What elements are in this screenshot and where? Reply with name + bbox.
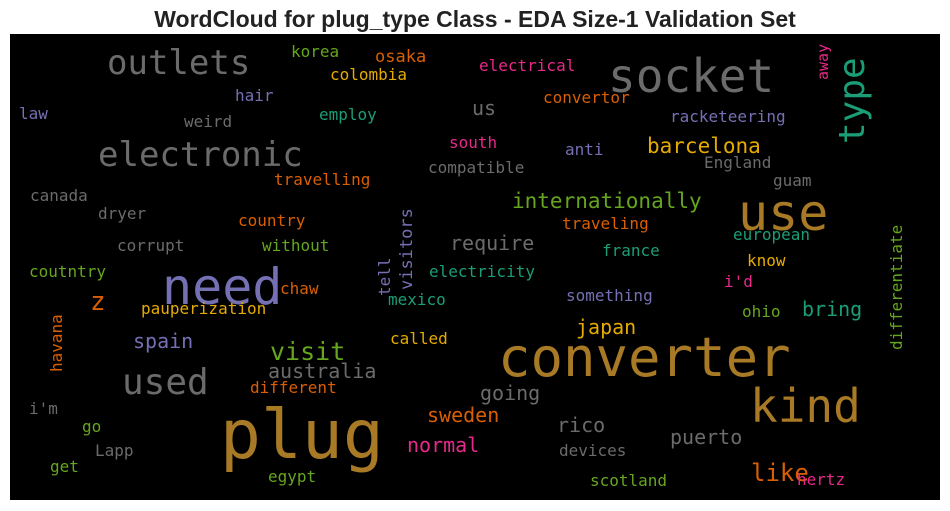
word-type: type: [832, 57, 873, 144]
word-away: away: [814, 44, 832, 80]
word-australia: australia: [268, 359, 376, 383]
word-internationally: internationally: [512, 189, 702, 213]
word-plug: plug: [220, 396, 384, 475]
word-barcelona: barcelona: [647, 134, 761, 158]
word-employ: employ: [319, 105, 377, 124]
word-traveling: traveling: [562, 214, 649, 233]
word-european: european: [733, 225, 810, 244]
word-us: us: [472, 96, 496, 120]
word-compatible: compatible: [428, 158, 524, 177]
word-group: plug converter socket need use kind outlets ele…: [19, 42, 906, 490]
word-know: know: [747, 251, 786, 270]
word-visitors: visitors: [397, 208, 417, 290]
word-convertor: convertor: [543, 88, 630, 107]
word-france: france: [602, 241, 660, 260]
word-colombia: colombia: [330, 65, 407, 84]
word-something: something: [566, 286, 653, 305]
word-japan: japan: [576, 315, 636, 339]
word-hertz: hertz: [797, 470, 845, 489]
word-without: without: [262, 236, 329, 255]
word-corrupt: corrupt: [117, 236, 184, 255]
word-anti: anti: [565, 140, 604, 159]
word-require: require: [450, 231, 534, 255]
word-socket: socket: [608, 49, 774, 103]
word-puerto: puerto: [670, 425, 742, 449]
word-called: called: [390, 329, 448, 348]
word-south: south: [449, 133, 497, 152]
word-cloud: plug converter socket need use kind outlets ele…: [10, 34, 940, 500]
word-go: go: [82, 417, 101, 436]
word-i-d: i'd: [724, 272, 753, 291]
word-i-m: i'm: [29, 399, 58, 418]
word-korea: korea: [291, 42, 339, 61]
word-hair: hair: [235, 86, 274, 105]
word-electricity: electricity: [429, 262, 535, 281]
word-coutntry: coutntry: [29, 262, 106, 281]
word-going: going: [480, 381, 540, 405]
word-kind: kind: [750, 379, 861, 433]
word-sweden: sweden: [427, 403, 499, 427]
word-rico: rico: [557, 413, 605, 437]
word-differentiate: differentiate: [887, 225, 906, 350]
word-different: different: [250, 378, 337, 397]
chart-title: WordCloud for plug_type Class - EDA Size…: [154, 6, 796, 32]
word-mexico: mexico: [388, 290, 446, 309]
word-get: get: [50, 457, 79, 476]
word-pauperization: pauperization: [141, 299, 266, 318]
word-used: used: [122, 362, 209, 403]
word-canada: canada: [30, 186, 88, 205]
word-travelling: travelling: [274, 170, 370, 189]
word-electronic: electronic: [98, 135, 303, 175]
word-scotland: scotland: [590, 471, 667, 490]
word-converter: converter: [498, 326, 791, 389]
word-spain: spain: [133, 329, 193, 353]
word-england: England: [704, 153, 771, 172]
word-dryer: dryer: [98, 204, 147, 223]
cloud-background: [10, 34, 940, 500]
word-visit: visit: [270, 337, 345, 366]
word-country: country: [238, 211, 306, 230]
word-outlets: outlets: [107, 43, 250, 83]
word-need: need: [162, 258, 282, 316]
word-devices: devices: [559, 441, 626, 460]
word-guam: guam: [773, 171, 812, 190]
word-bring: bring: [802, 297, 862, 321]
word-chaw: chaw: [280, 279, 319, 298]
word-egypt: egypt: [268, 467, 316, 486]
word-law: law: [19, 104, 48, 123]
word-like: like: [751, 459, 809, 487]
word-ohio: ohio: [742, 302, 781, 321]
word-use: use: [738, 184, 828, 242]
word-weird: weird: [184, 112, 232, 131]
word-z: z: [90, 287, 106, 317]
word-lapp: Lapp: [95, 441, 134, 460]
word-osaka: osaka: [375, 47, 426, 67]
word-electrical: electrical: [479, 56, 575, 75]
word-racketeering: racketeering: [670, 107, 786, 126]
word-havana: havana: [47, 314, 66, 372]
word-tell: tell: [375, 257, 394, 296]
word-normal: normal: [407, 433, 479, 457]
